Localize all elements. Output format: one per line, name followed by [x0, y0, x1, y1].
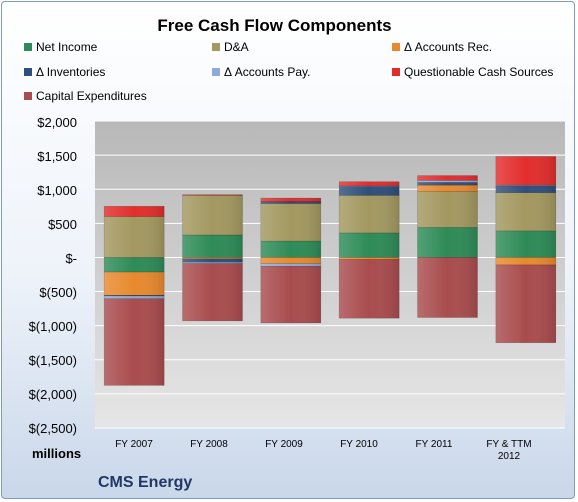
- legend-label: Δ Inventories: [36, 65, 106, 79]
- legend-label: D&A: [224, 40, 249, 54]
- bar-shine: [260, 241, 321, 258]
- bar-shine: [182, 258, 243, 263]
- legend-item-accounts-pay: Δ Accounts Pay.: [212, 65, 311, 79]
- legend-swatch: [24, 43, 32, 51]
- legend-item-net-income: Net Income: [24, 40, 97, 54]
- y-tick-label: $(1,000): [28, 319, 77, 334]
- bar-shine: [417, 191, 478, 228]
- bar-shine: [495, 264, 556, 343]
- gridlines: [95, 120, 565, 429]
- y-tick-label: $-: [65, 251, 77, 266]
- y-tick-label: $500: [48, 217, 77, 232]
- bar-shine: [104, 216, 165, 258]
- y-tick-label: $2,000: [37, 115, 77, 130]
- legend-swatch: [212, 68, 220, 76]
- bar-shine: [104, 295, 165, 299]
- bar-shine: [417, 180, 478, 183]
- bar-shine: [417, 175, 478, 181]
- bar-shine: [417, 182, 478, 186]
- bar-shine: [339, 195, 400, 233]
- bar-shine: [495, 257, 556, 265]
- bar-shine: [495, 156, 556, 186]
- company-name: CMS Energy: [98, 474, 193, 491]
- bar-shine: [104, 257, 165, 273]
- legend-item-questionable-cash: Questionable Cash Sources: [392, 65, 553, 79]
- legend-swatch: [24, 92, 32, 100]
- bar-stacks: [103, 156, 557, 386]
- bar-shine: [260, 198, 321, 202]
- bar-shine: [104, 298, 165, 386]
- y-tick-label: $1,500: [37, 149, 77, 164]
- bar-shine: [182, 195, 243, 235]
- bar-shine: [260, 266, 321, 323]
- legend-item-inventories: Δ Inventories: [24, 65, 105, 79]
- bar-shine: [495, 185, 556, 186]
- legend-swatch: [392, 43, 400, 51]
- legend-item-capex: Capital Expenditures: [24, 89, 147, 103]
- legend-label: Δ Accounts Pay.: [224, 65, 311, 79]
- y-tick-label: $(500): [39, 285, 77, 300]
- legend-swatch: [24, 68, 32, 76]
- bar-shine: [260, 201, 321, 204]
- bar-shine: [260, 263, 321, 267]
- chart-title: Free Cash Flow Components: [157, 16, 392, 35]
- x-tick-label: FY & TTM 2012: [486, 439, 532, 462]
- bar-shine: [339, 257, 400, 260]
- y-tick-label: $(2,000): [28, 387, 77, 402]
- bar-shine: [260, 203, 321, 242]
- x-tick-label: FY 2011: [415, 439, 453, 450]
- legend-label: Net Income: [36, 40, 98, 54]
- bar-shine: [495, 230, 556, 258]
- legend-label: Questionable Cash Sources: [404, 65, 554, 79]
- bar-shine: [495, 192, 556, 231]
- bar-shine: [339, 186, 400, 196]
- units-label: millions: [32, 446, 82, 461]
- bar-shine: [182, 194, 243, 196]
- x-tick-label: FY 2008: [190, 439, 228, 450]
- bar-shine: [182, 262, 243, 264]
- bar-shine: [417, 227, 478, 258]
- plot-area: [95, 121, 565, 428]
- legend-swatch: [212, 43, 220, 51]
- legend-item-da: D&A: [212, 40, 249, 54]
- bar-shine: [339, 232, 400, 258]
- y-tick-label: $(1,500): [28, 353, 77, 368]
- bar-shine: [104, 206, 165, 217]
- y-tick-label: $(2,500): [28, 421, 77, 436]
- bar-shine: [495, 185, 556, 193]
- x-tick-label: FY 2010: [340, 439, 378, 450]
- bar-shine: [339, 185, 400, 187]
- y-tick-label: $1,000: [37, 183, 77, 198]
- bar-shine: [182, 257, 243, 259]
- bar-shine: [260, 257, 321, 264]
- bar-shine: [417, 257, 478, 318]
- bar-shine: [182, 263, 243, 321]
- bar-shine: [417, 185, 478, 192]
- bar-shine: [339, 181, 400, 186]
- legend-label: Capital Expenditures: [36, 89, 147, 103]
- legend-label: Δ Accounts Rec.: [404, 40, 493, 54]
- bar-shine: [104, 272, 165, 296]
- bar-shine: [339, 259, 400, 319]
- legend-item-accounts-rec: Δ Accounts Rec.: [392, 40, 492, 54]
- bar-shine: [182, 234, 243, 258]
- legend-swatch: [392, 68, 400, 76]
- x-tick-label: FY 2007: [115, 439, 153, 450]
- bar-shine: [104, 295, 165, 296]
- x-tick-label: FY 2009: [265, 439, 303, 450]
